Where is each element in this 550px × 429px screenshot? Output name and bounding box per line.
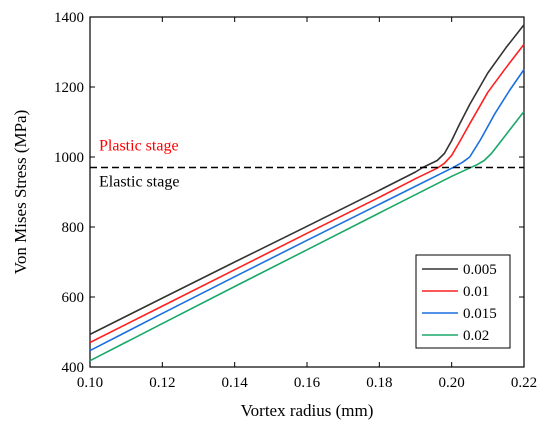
y-tick-label: 600 — [62, 290, 85, 306]
axis-ticks: 0.10 0.12 0.14 0.16 0.18 0.20 0.22 400 600 800 100… — [54, 10, 537, 391]
legend-label: 0.02 — [463, 328, 489, 344]
legend-label: 0.01 — [463, 284, 489, 300]
y-tick-label: 800 — [62, 220, 85, 236]
y-axis-title: Von Mises Stress (MPa) — [11, 110, 30, 275]
y-tick-label: 1400 — [54, 10, 84, 26]
plastic-stage-label: Plastic stage — [99, 138, 179, 155]
y-tick-label: 1200 — [54, 80, 84, 96]
x-tick-label: 0.16 — [294, 375, 321, 391]
x-tick-label: 0.18 — [366, 375, 392, 391]
legend-label: 0.005 — [463, 262, 497, 278]
x-axis-title: Vortex radius (mm) — [241, 401, 374, 420]
series-line-0.015 — [89, 69, 525, 352]
legend-box — [415, 254, 511, 349]
x-tick-label: 0.22 — [511, 375, 537, 391]
series-line-0.02 — [89, 111, 525, 362]
x-tick-label: 0.20 — [439, 375, 465, 391]
series-line-0.01 — [89, 43, 525, 344]
legend: 0.005 0.01 0.015 0.02 — [415, 254, 511, 349]
elastic-stage-label: Elastic stage — [99, 174, 179, 191]
annotations: Plastic stage Elastic stage — [90, 138, 524, 191]
x-tick-label: 0.14 — [222, 375, 249, 391]
x-tick-label: 0.12 — [149, 375, 175, 391]
x-tick-label: 0.10 — [77, 375, 103, 391]
legend-label: 0.015 — [463, 306, 497, 322]
y-tick-label: 1000 — [54, 150, 84, 166]
series-line-0.005 — [89, 24, 525, 336]
data-series — [89, 24, 525, 362]
y-tick-label: 400 — [62, 360, 85, 376]
